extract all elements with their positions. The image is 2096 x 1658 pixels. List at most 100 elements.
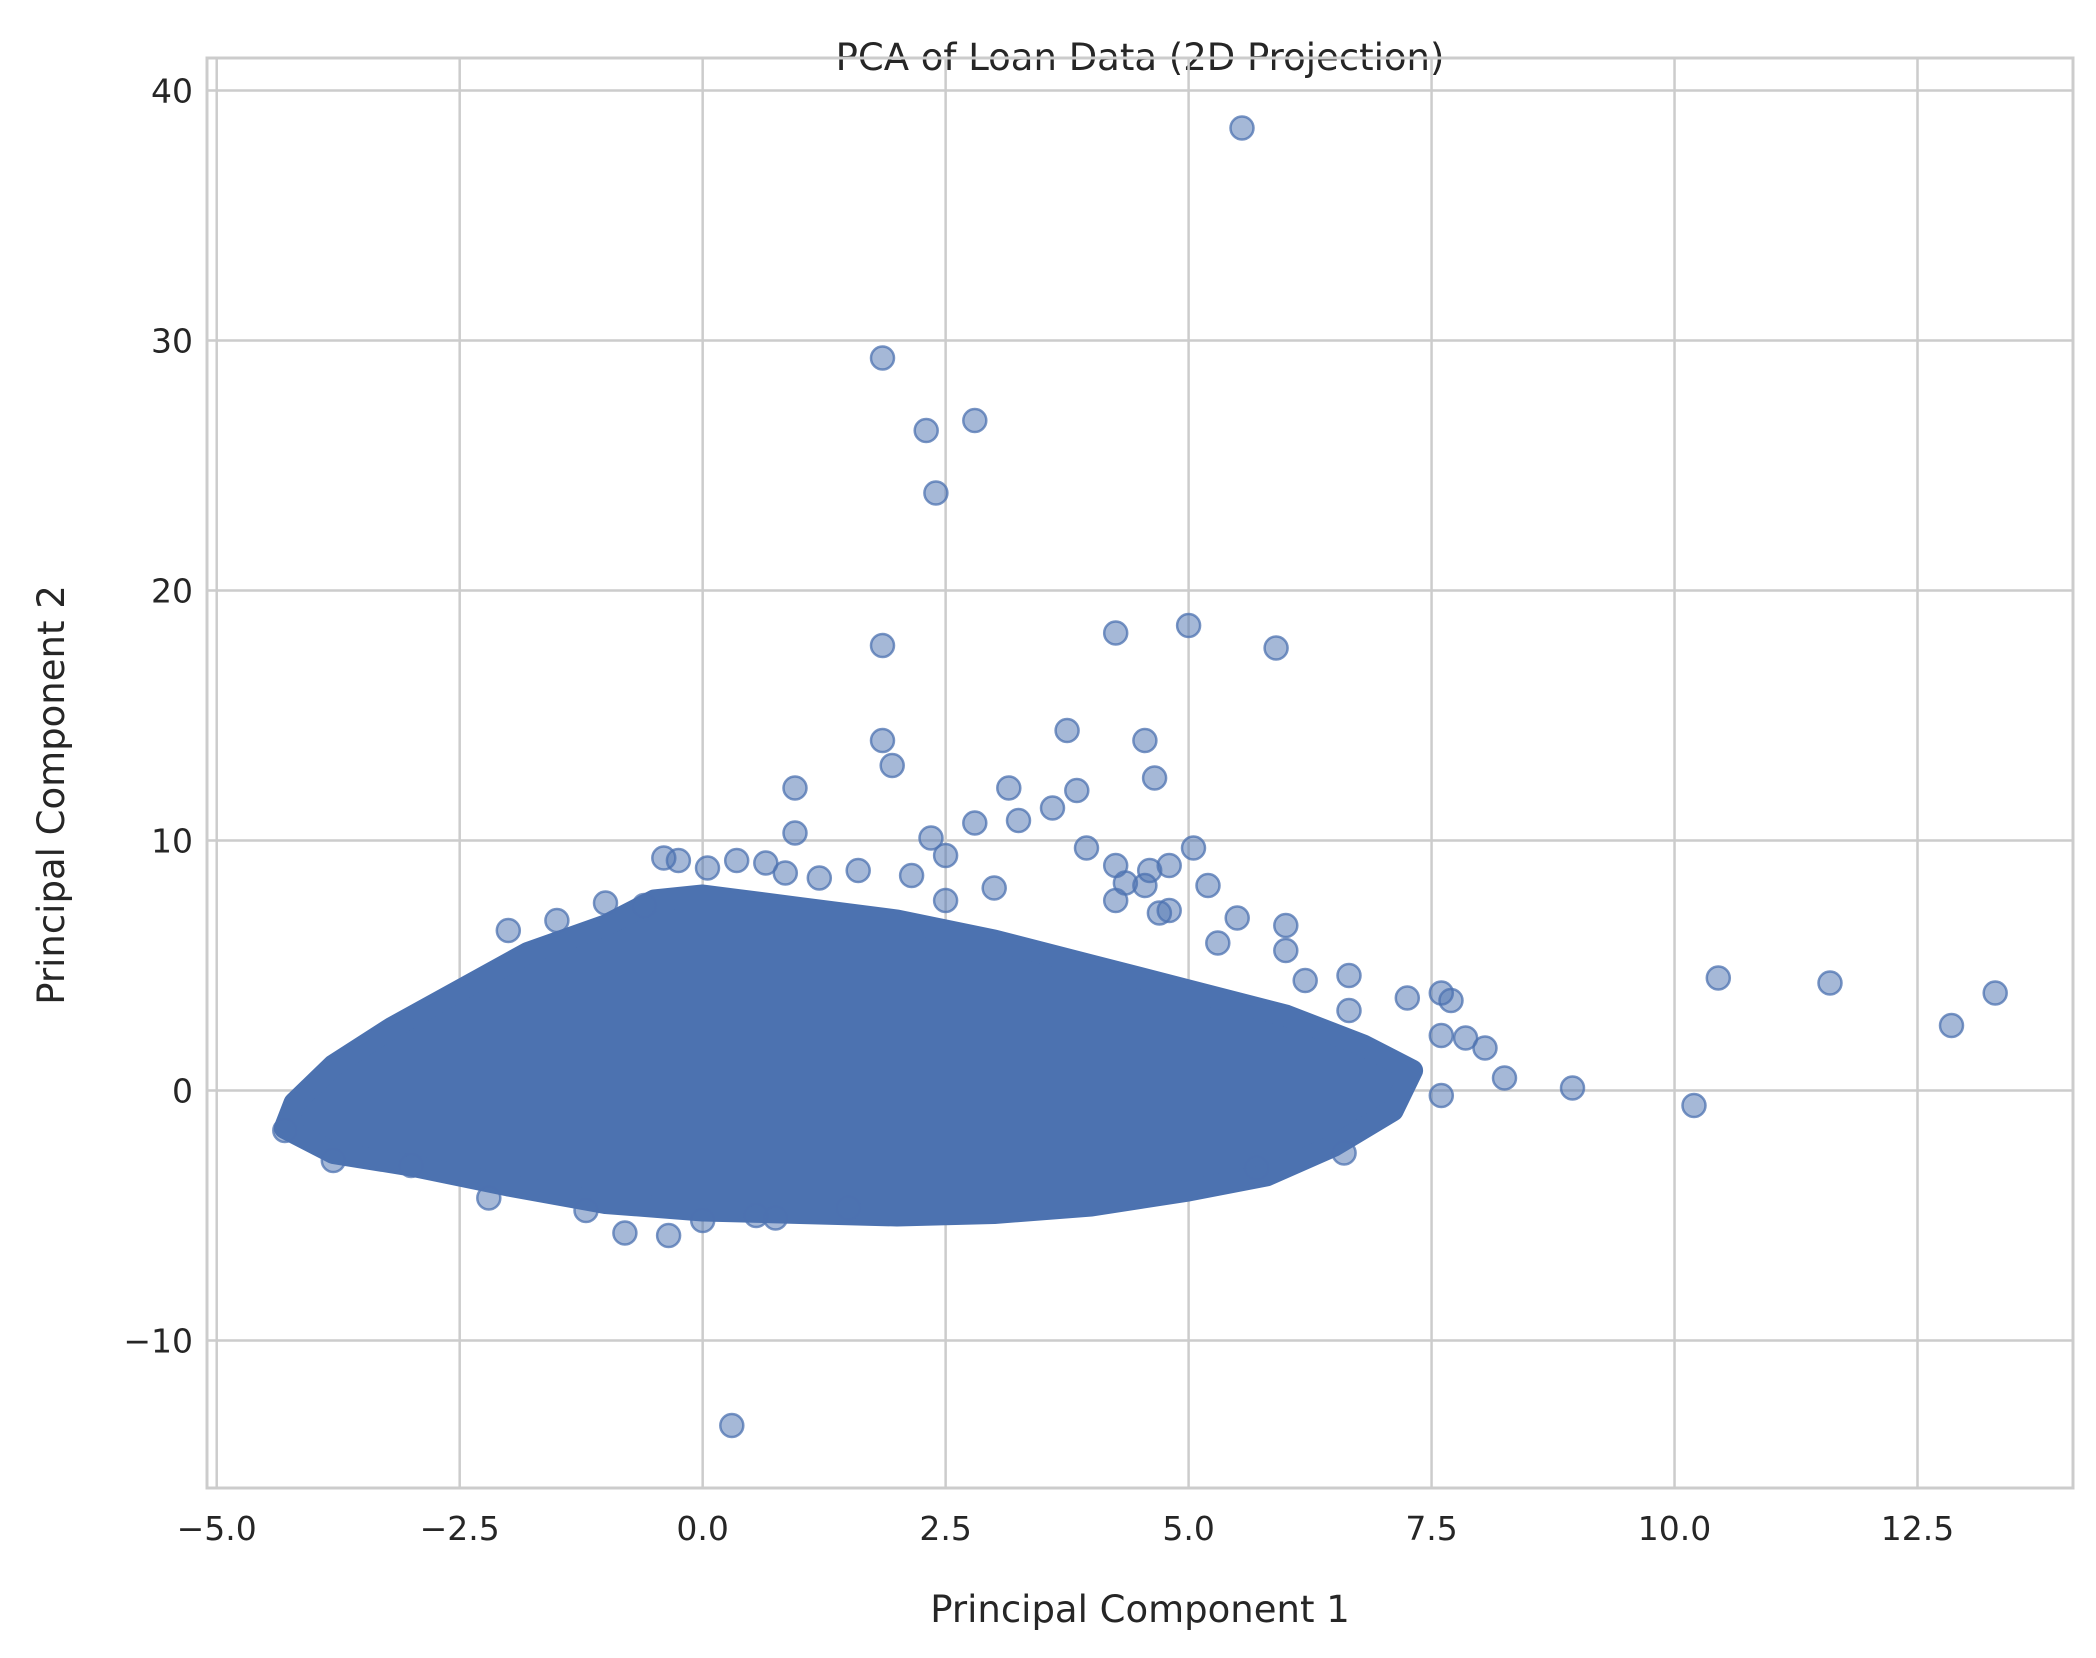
scatter-point [320, 1147, 347, 1174]
y-tick-label: 10 [151, 822, 193, 861]
scatter-point [1336, 997, 1362, 1024]
y-axis-label: Principal Component 2 [30, 585, 73, 1005]
y-tick-label: 40 [151, 72, 193, 111]
x-tick-label: 10.0 [1638, 1509, 1711, 1548]
x-tick-label: −5.0 [177, 1509, 257, 1548]
scatter-point [762, 1205, 789, 1231]
scatter-point [655, 1222, 682, 1249]
scatter-point [1132, 727, 1158, 754]
scatter-point [1175, 612, 1202, 639]
scatter-point [782, 775, 808, 801]
scatter-point [1336, 962, 1362, 989]
scatter-point [1394, 985, 1421, 1011]
scatter-point [1102, 620, 1129, 646]
scatter-point [879, 752, 905, 779]
scatter-point [689, 1207, 716, 1234]
scatter-point [665, 847, 692, 874]
scatter-point [1273, 937, 1299, 964]
scatter-point [398, 1152, 424, 1179]
scatter-point [898, 862, 925, 889]
scatter-point [1491, 1065, 1518, 1091]
scatter-point [1224, 905, 1250, 931]
scatter-point [573, 1197, 599, 1224]
scatter-point [1229, 115, 1255, 141]
scatter-point [612, 1220, 638, 1246]
scatter-point [962, 407, 988, 434]
x-axis-ticks: −5.0 −2.5 0.0 2.5 5.0 7.5 10.0 12.5 [177, 1509, 1955, 1548]
scatter-point [962, 810, 988, 836]
grid-lines [207, 58, 2073, 1488]
data-points [272, 115, 2008, 1439]
scatter-point [1180, 835, 1207, 861]
scatter-point [592, 890, 619, 916]
y-tick-label: 0 [172, 1072, 193, 1111]
scatter-point [1263, 635, 1289, 661]
scatter-point [1156, 852, 1182, 879]
scatter-point [981, 875, 1007, 901]
scatter-point [923, 480, 949, 506]
scatter-point [1681, 1092, 1707, 1119]
scatter-point [845, 857, 871, 884]
scatter-point [1156, 897, 1182, 924]
scatter-point [495, 917, 522, 944]
dense-cluster [273, 884, 1424, 1227]
scatter-point [272, 1117, 298, 1144]
x-tick-label: 5.0 [1162, 1509, 1214, 1548]
scatter-point [869, 727, 896, 754]
y-axis-ticks: −10 0 10 20 30 40 [123, 72, 193, 1361]
scatter-point [996, 775, 1022, 801]
scatter-point [1073, 835, 1100, 861]
scatter-point [1195, 872, 1221, 899]
scatter-point [1817, 970, 1843, 996]
scatter-point [782, 820, 808, 846]
scatter-point [1141, 765, 1168, 791]
scatter-point [1331, 1140, 1357, 1166]
scatter-point [1205, 930, 1231, 956]
x-tick-label: 7.5 [1405, 1509, 1457, 1548]
scatter-point [918, 825, 944, 851]
y-tick-label: 20 [151, 572, 193, 611]
x-tick-label: 12.5 [1881, 1509, 1954, 1548]
scatter-point [1292, 967, 1318, 994]
scatter-point [913, 417, 939, 444]
scatter-point [1938, 1012, 1965, 1039]
scatter-point [1438, 987, 1464, 1014]
x-tick-label: 0.0 [676, 1509, 728, 1548]
scatter-point [1132, 872, 1158, 899]
scatter-point [1005, 807, 1032, 834]
scatter-point [1273, 912, 1299, 939]
scatter-point [1428, 1082, 1455, 1109]
y-tick-label: 30 [151, 322, 193, 361]
scatter-point [835, 1195, 862, 1221]
scatter-point [932, 842, 959, 869]
scatter-point [753, 850, 779, 876]
scatter-point [694, 855, 721, 881]
scatter-point [1428, 1022, 1455, 1049]
scatter-point [1982, 980, 2008, 1006]
scatter-point [772, 860, 799, 886]
scatter-point [631, 892, 658, 919]
scatter-point [932, 887, 959, 914]
y-tick-label: −10 [123, 1322, 193, 1361]
scatter-point [806, 865, 833, 891]
x-tick-label: −2.5 [420, 1509, 500, 1548]
scatter-point [1705, 965, 1732, 991]
scatter-point [1054, 717, 1080, 744]
plot-frame [205, 56, 2075, 1490]
scatter-point [1064, 777, 1090, 804]
scatter-point [1559, 1075, 1586, 1101]
scatter-point [544, 907, 570, 934]
scatter-point [723, 847, 750, 874]
scatter-point [719, 1412, 745, 1439]
scatter-point [476, 1185, 502, 1211]
dense-cluster-area [273, 884, 1424, 1227]
scatter-point [1243, 1155, 1270, 1181]
scatter-point [869, 632, 896, 659]
x-axis-label: Principal Component 1 [930, 1588, 1350, 1631]
x-tick-label: 2.5 [919, 1509, 971, 1548]
scatter-point [1472, 1035, 1498, 1061]
scatter-point [869, 345, 896, 371]
scatter-point [1102, 887, 1129, 914]
scatter-point [1039, 795, 1066, 821]
